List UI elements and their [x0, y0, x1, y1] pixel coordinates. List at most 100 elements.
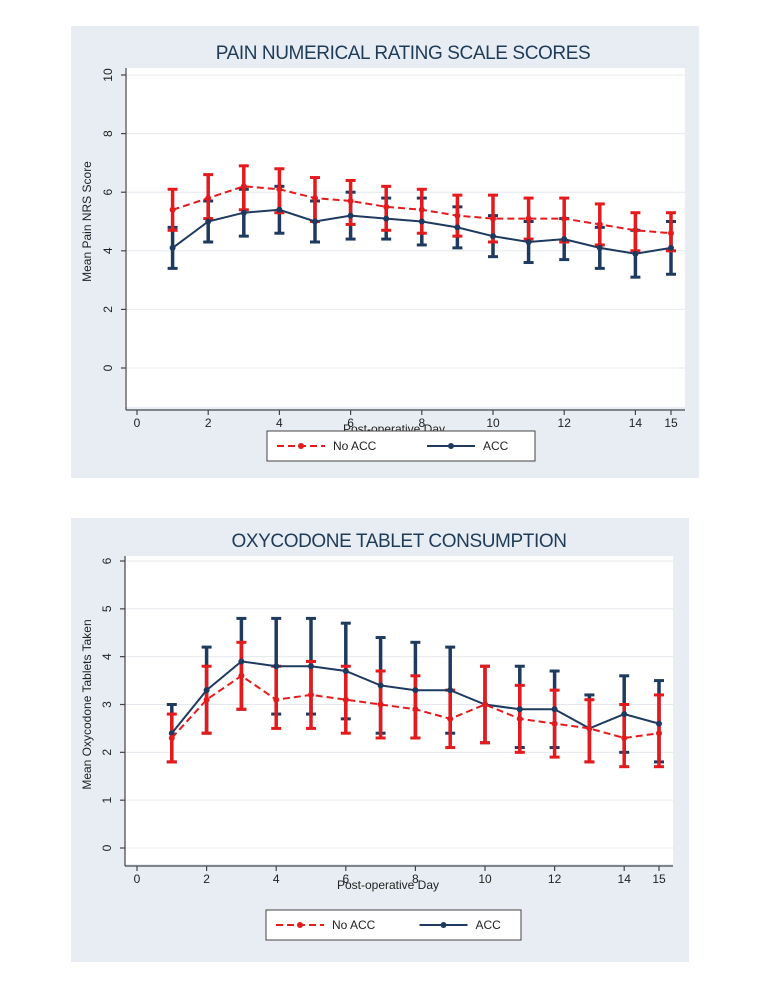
no-acc-data-point	[203, 696, 210, 703]
acc-data-point	[276, 206, 283, 213]
x-tick-label: 8	[418, 416, 425, 430]
x-tick-label: 0	[134, 872, 141, 886]
x-tick-label: 6	[342, 872, 349, 886]
x-tick-label: 10	[486, 416, 500, 430]
legend-acc-label: ACC	[483, 439, 509, 453]
x-tick-label: 14	[629, 416, 643, 430]
x-tick-label: 10	[478, 872, 492, 886]
acc-data-point	[308, 663, 314, 670]
acc-data-point	[347, 212, 354, 219]
y-tick-label: 6	[101, 189, 115, 196]
no-acc-data-point	[205, 195, 212, 202]
acc-data-point	[454, 224, 461, 231]
y-tick-label: 1	[100, 797, 114, 804]
acc-data-point	[383, 215, 390, 222]
y-tick-label: 0	[100, 844, 114, 851]
no-acc-data-point	[169, 206, 176, 213]
no-acc-data-point	[238, 672, 245, 679]
no-acc-data-point	[454, 212, 461, 219]
no-acc-data-point	[377, 701, 384, 708]
acc-data-point	[490, 233, 496, 240]
acc-data-point	[596, 244, 603, 251]
no-acc-data-point	[273, 696, 280, 703]
chart-title: OXYCODONE TABLET CONSUMPTION	[231, 531, 566, 552]
y-tick-label: 2	[100, 749, 114, 756]
acc-data-point	[169, 244, 176, 251]
no-acc-data-point	[632, 227, 639, 234]
legend-box	[265, 909, 522, 941]
y-tick-label: 8	[101, 130, 115, 137]
no-acc-data-point	[525, 215, 532, 222]
no-acc-data-point	[347, 197, 354, 204]
no-acc-data-point	[412, 706, 419, 713]
no-acc-data-point	[482, 701, 488, 708]
acc-data-point	[205, 218, 212, 225]
legend: No ACC ACC	[266, 430, 536, 462]
x-tick-label: 6	[347, 416, 354, 430]
acc-data-point	[551, 706, 558, 713]
acc-data-point	[516, 706, 523, 713]
legend-acc-label: ACC	[476, 918, 502, 932]
x-tick-label: 2	[203, 872, 210, 886]
x-axis-title: Post-operative Day	[337, 878, 439, 892]
acc-data-point	[273, 663, 280, 670]
x-tick-label: 15	[664, 416, 678, 430]
x-tick-label: 14	[618, 872, 632, 886]
legend: No ACC ACC	[265, 909, 522, 941]
acc-data-point	[621, 711, 628, 718]
acc-data-point	[632, 250, 639, 257]
y-tick-label: 10	[101, 68, 115, 82]
no-acc-data-point	[561, 215, 568, 222]
no-acc-data-point	[418, 206, 425, 213]
acc-data-point	[240, 209, 247, 216]
y-tick-label: 6	[100, 557, 114, 564]
y-tick-label: 4	[101, 247, 115, 254]
no-acc-data-point	[668, 230, 674, 237]
no-acc-data-point	[168, 734, 175, 741]
no-acc-data-point	[447, 715, 454, 722]
acc-data-point	[377, 682, 384, 689]
plot-area	[125, 68, 685, 407]
acc-data-point	[525, 239, 532, 246]
acc-data-point	[168, 730, 175, 737]
no-acc-data-point	[240, 183, 247, 190]
x-tick-label: 8	[412, 872, 419, 886]
no-acc-data-point	[342, 696, 349, 703]
no-acc-data-point	[383, 203, 390, 210]
acc-data-point	[561, 236, 568, 243]
acc-data-point	[656, 720, 662, 727]
pain-nrs-chart-panel: PAIN NUMERICAL RATING SCALE SCORES 0 2 4 6 8…	[71, 26, 699, 478]
no-acc-data-point	[490, 215, 496, 222]
y-tick-label: 3	[100, 701, 114, 708]
acc-data-point	[447, 687, 454, 694]
chart-title: PAIN NUMERICAL RATING SCALE SCORES	[216, 43, 591, 64]
x-tick-label: 4	[273, 872, 280, 886]
y-axis-title: Mean Pain NRS Score	[80, 161, 94, 282]
y-tick-label: 2	[101, 306, 115, 313]
no-acc-data-point	[308, 691, 314, 698]
y-tick-label: 5	[100, 605, 114, 612]
acc-data-point	[412, 687, 419, 694]
x-tick-label: 4	[276, 416, 283, 430]
x-tick-label: 0	[134, 416, 141, 430]
acc-data-point	[342, 668, 349, 675]
legend-acc-marker	[440, 922, 447, 928]
plot-area	[125, 556, 673, 864]
no-acc-data-point	[276, 186, 283, 193]
x-tick-label: 2	[205, 416, 212, 430]
acc-data-point	[203, 687, 210, 694]
acc-data-point	[238, 658, 245, 665]
x-tick-label: 12	[548, 872, 562, 886]
no-acc-data-point	[312, 195, 318, 202]
no-acc-data-point	[586, 725, 593, 732]
legend-no-acc-marker	[298, 443, 304, 449]
no-acc-data-point	[621, 734, 628, 741]
no-acc-data-point	[551, 720, 558, 727]
x-tick-label: 15	[652, 872, 666, 886]
pain-nrs-chart: PAIN NUMERICAL RATING SCALE SCORES 0 2 4 6 8…	[80, 43, 685, 462]
y-axis-title: Mean Oxycodone Tablets Taken	[80, 619, 94, 789]
no-acc-data-point	[656, 730, 662, 737]
y-tick-label: 4	[100, 653, 114, 660]
